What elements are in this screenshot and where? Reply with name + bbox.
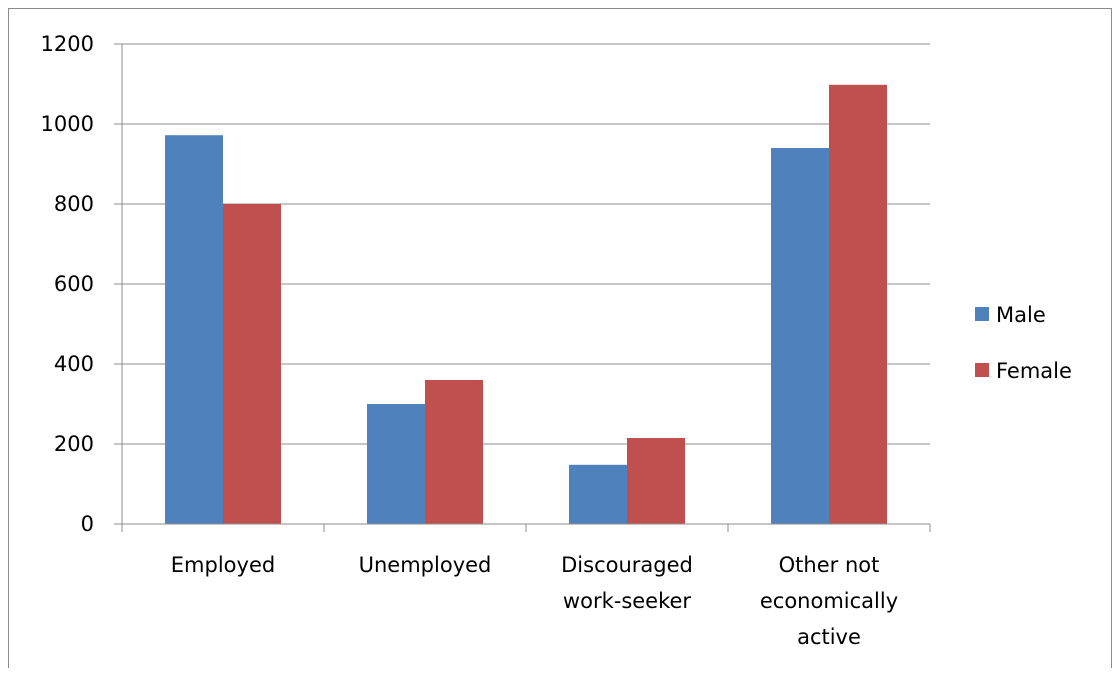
bar-female-2 xyxy=(627,438,685,524)
legend-swatch-female xyxy=(975,363,989,377)
bar-female-3 xyxy=(829,84,887,525)
bar-male-1 xyxy=(367,404,425,524)
bar-male-0 xyxy=(165,135,223,524)
legend-swatch-male xyxy=(975,307,989,321)
bars xyxy=(165,84,887,525)
bar-female-0 xyxy=(223,204,281,524)
x-category-labels: Employed Unemployed Discouraged work-seeker… xyxy=(171,553,898,649)
x-category-label: Employed xyxy=(171,553,275,577)
legend: Male Female xyxy=(975,303,1072,383)
y-tick-labels: 0 200 400 600 800 1000 1200 xyxy=(41,32,94,536)
y-tick-label: 800 xyxy=(54,192,94,216)
bar-female-1 xyxy=(425,380,483,524)
y-tick-label: 1200 xyxy=(41,32,94,56)
legend-label-male: Male xyxy=(996,303,1046,327)
x-category-label: active xyxy=(797,625,861,649)
axes xyxy=(114,43,931,532)
y-tick-label: 1000 xyxy=(41,112,94,136)
bar-male-2 xyxy=(569,464,627,524)
y-tick-label: 400 xyxy=(54,352,94,376)
x-category-label: Other not xyxy=(779,553,880,577)
y-tick-label: 600 xyxy=(54,272,94,296)
x-category-label: economically xyxy=(760,589,898,613)
x-category-label: Discouraged xyxy=(561,553,693,577)
x-category-label: Unemployed xyxy=(359,553,492,577)
y-tick-label: 200 xyxy=(54,432,94,456)
bar-male-3 xyxy=(771,148,829,524)
legend-label-female: Female xyxy=(996,359,1072,383)
y-tick-label: 0 xyxy=(81,512,94,536)
x-category-label: work-seeker xyxy=(563,589,692,613)
